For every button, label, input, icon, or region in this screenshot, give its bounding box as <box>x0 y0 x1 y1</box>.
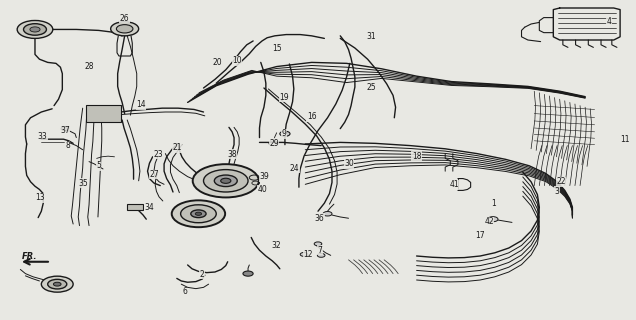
Text: 5: 5 <box>96 161 101 170</box>
Bar <box>86 105 121 122</box>
Text: 35: 35 <box>78 179 88 188</box>
Text: 30: 30 <box>344 159 354 168</box>
Text: 10: 10 <box>232 56 242 65</box>
Text: 12: 12 <box>303 250 312 259</box>
Circle shape <box>195 212 202 215</box>
Circle shape <box>191 210 206 218</box>
Text: 40: 40 <box>257 185 267 194</box>
Circle shape <box>111 22 139 36</box>
Text: 6: 6 <box>182 287 187 296</box>
Circle shape <box>41 276 73 292</box>
Circle shape <box>61 127 69 131</box>
Text: 9: 9 <box>282 129 287 138</box>
Text: 7: 7 <box>317 246 322 255</box>
Text: 1: 1 <box>491 199 496 208</box>
Bar <box>127 204 143 210</box>
Text: 19: 19 <box>279 93 289 102</box>
Circle shape <box>323 212 332 216</box>
Text: 39: 39 <box>259 172 270 181</box>
Text: 16: 16 <box>307 112 317 121</box>
Text: 26: 26 <box>120 14 130 23</box>
Circle shape <box>300 252 308 256</box>
Text: 3: 3 <box>555 187 560 196</box>
Circle shape <box>204 170 248 192</box>
Circle shape <box>172 200 225 227</box>
Text: 17: 17 <box>475 231 485 240</box>
Text: 21: 21 <box>172 143 181 152</box>
Circle shape <box>488 217 498 222</box>
Text: FR.: FR. <box>22 252 38 260</box>
Text: 31: 31 <box>366 32 377 41</box>
Circle shape <box>193 164 259 197</box>
Circle shape <box>214 175 237 187</box>
Text: 41: 41 <box>449 180 459 189</box>
Text: 34: 34 <box>144 203 155 212</box>
Text: 18: 18 <box>412 152 421 161</box>
Text: 15: 15 <box>272 44 282 53</box>
Circle shape <box>314 242 322 246</box>
Circle shape <box>30 27 40 32</box>
Text: 25: 25 <box>366 83 377 92</box>
Text: 14: 14 <box>136 100 146 109</box>
Text: 8: 8 <box>65 141 70 150</box>
Text: 11: 11 <box>620 135 629 144</box>
Circle shape <box>116 25 133 33</box>
Text: 37: 37 <box>60 126 70 135</box>
Circle shape <box>181 205 216 223</box>
Text: 42: 42 <box>484 217 494 226</box>
Circle shape <box>48 279 67 289</box>
Text: 23: 23 <box>153 150 163 159</box>
Text: 13: 13 <box>35 193 45 202</box>
Circle shape <box>17 20 53 38</box>
Text: 4: 4 <box>607 17 612 26</box>
Text: 24: 24 <box>289 164 300 172</box>
Circle shape <box>24 24 46 35</box>
Text: 22: 22 <box>556 177 565 186</box>
Circle shape <box>280 131 290 136</box>
Text: 27: 27 <box>149 170 160 179</box>
Text: 33: 33 <box>38 132 48 141</box>
Text: 28: 28 <box>85 62 94 71</box>
Text: 2: 2 <box>200 270 205 279</box>
Circle shape <box>221 178 231 183</box>
Text: 38: 38 <box>227 150 237 159</box>
Text: 20: 20 <box>212 58 222 67</box>
Text: 32: 32 <box>272 241 282 250</box>
Circle shape <box>53 282 61 286</box>
Circle shape <box>317 253 325 257</box>
Circle shape <box>243 271 253 276</box>
Text: 29: 29 <box>269 139 279 148</box>
Text: 36: 36 <box>314 214 324 223</box>
